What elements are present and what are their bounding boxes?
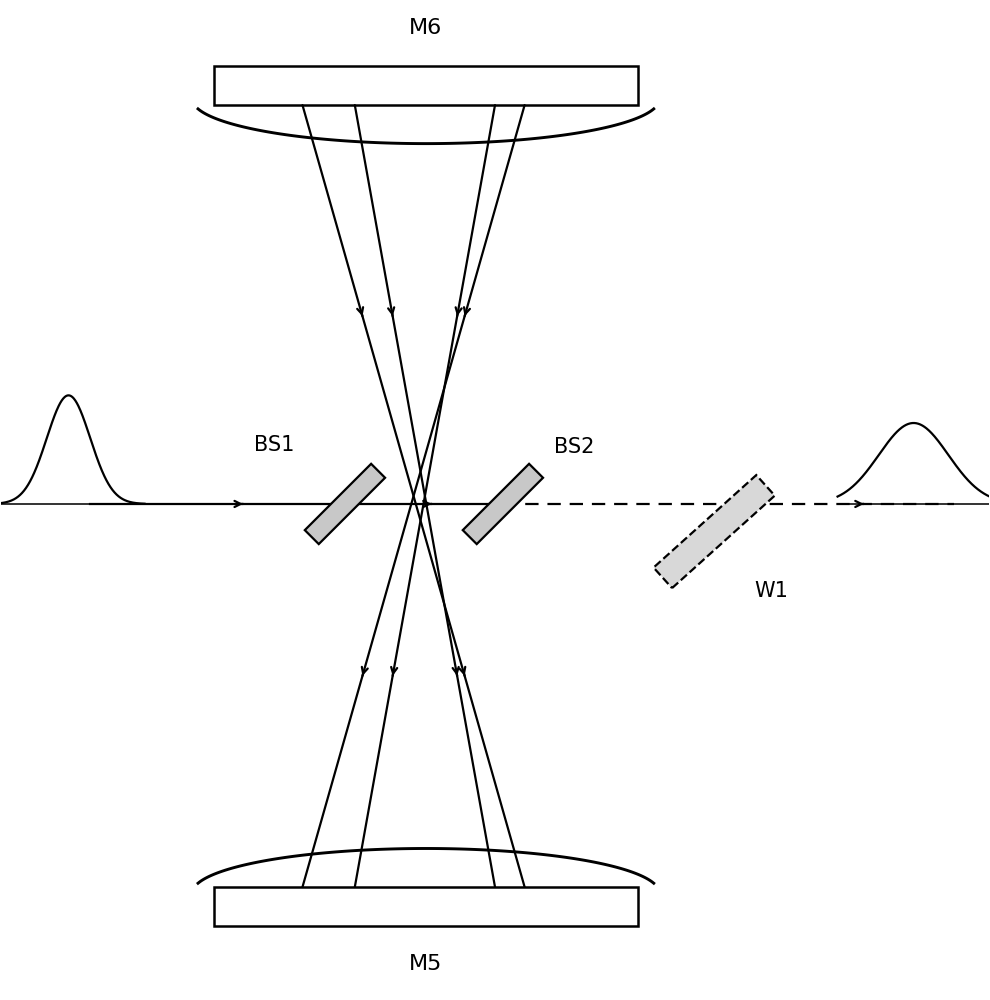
Text: W1: W1 [754, 581, 788, 601]
Text: BS1: BS1 [253, 435, 294, 455]
Text: M5: M5 [409, 954, 443, 974]
Text: BS2: BS2 [553, 437, 594, 457]
Polygon shape [214, 66, 639, 105]
Polygon shape [305, 464, 385, 544]
Polygon shape [462, 464, 544, 544]
Text: M6: M6 [409, 18, 443, 38]
Polygon shape [653, 475, 775, 588]
Polygon shape [214, 887, 639, 926]
